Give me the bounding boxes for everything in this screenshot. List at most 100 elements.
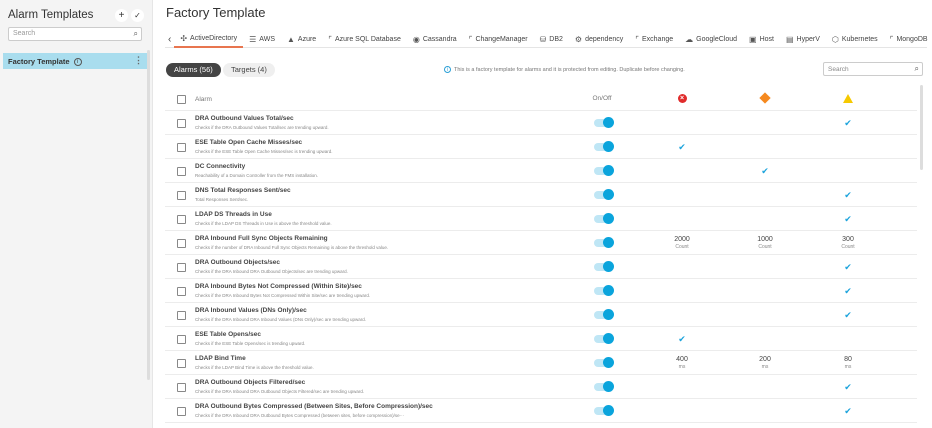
- onoff-toggle[interactable]: [594, 141, 614, 152]
- row-checkbox[interactable]: [177, 311, 186, 320]
- alarm-name[interactable]: DC Connectivity: [195, 163, 246, 170]
- tab-kubernetes[interactable]: ⬡ Kubernetes: [826, 31, 884, 48]
- onoff-toggle[interactable]: [594, 357, 614, 368]
- row-checkbox[interactable]: [177, 143, 186, 152]
- critical-cell[interactable]: ✔: [652, 135, 712, 159]
- alarm-description: Checks if the DRA Inbound DRA Inbound Va…: [195, 317, 367, 322]
- major-cell[interactable]: 200 ms: [735, 351, 795, 375]
- add-template-button[interactable]: +: [115, 9, 128, 22]
- tabs-prev-arrow-icon[interactable]: ‹: [168, 33, 172, 45]
- table-scrollbar[interactable]: [920, 85, 923, 170]
- onoff-cell: [572, 207, 632, 231]
- alarm-name[interactable]: DRA Inbound Bytes Not Compressed (Within…: [195, 283, 362, 290]
- tab-alarms[interactable]: Alarms (56): [166, 63, 221, 77]
- major-cell: [735, 111, 795, 135]
- warning-cell[interactable]: 300 Count: [818, 231, 878, 255]
- tab-activedirectory[interactable]: ✣ ActiveDirectory: [174, 31, 244, 48]
- sidebar-item-factory-template[interactable]: Factory Template i ⋮: [3, 53, 147, 69]
- tab-cassandra[interactable]: ◉ Cassandra: [407, 31, 463, 48]
- tab-targets[interactable]: Targets (4): [223, 63, 275, 77]
- alarm-name[interactable]: DRA Outbound Objects/sec: [195, 259, 280, 266]
- tab-host[interactable]: ▣ Host: [743, 31, 780, 48]
- warning-cell[interactable]: ✔: [818, 183, 878, 207]
- critical-cell[interactable]: ✔: [652, 327, 712, 351]
- tab-label: Cassandra: [422, 35, 457, 43]
- warning-cell[interactable]: ✔: [818, 111, 878, 135]
- row-checkbox[interactable]: [177, 383, 186, 392]
- row-checkbox[interactable]: [177, 239, 186, 248]
- onoff-cell: [572, 327, 632, 351]
- onoff-cell: [572, 351, 632, 375]
- threshold-value: 300: [842, 236, 854, 243]
- onoff-toggle[interactable]: [594, 285, 614, 296]
- tab-exchange[interactable]: ⌜ Exchange: [629, 31, 679, 48]
- alarm-name[interactable]: DRA Inbound Values (DNs Only)/sec: [195, 307, 307, 314]
- onoff-toggle[interactable]: [594, 165, 614, 176]
- alarm-name[interactable]: ESE Table Opens/sec: [195, 331, 261, 338]
- onoff-toggle[interactable]: [594, 189, 614, 200]
- row-checkbox[interactable]: [177, 119, 186, 128]
- warning-icon: [843, 94, 853, 103]
- alarm-name[interactable]: ESE Table Open Cache Misses/sec: [195, 139, 303, 146]
- tab-changemanager[interactable]: ⌜ ChangeManager: [463, 31, 534, 48]
- onoff-toggle[interactable]: [594, 117, 614, 128]
- alarm-name[interactable]: DRA Outbound Bytes Compressed (Between S…: [195, 403, 433, 410]
- alarm-name[interactable]: DNS Total Responses Sent/sec: [195, 187, 291, 194]
- info-icon[interactable]: i: [73, 58, 82, 67]
- sidebar-search-input[interactable]: Search ⌕: [8, 27, 142, 41]
- alarm-description: Checks if the LDAP Bind Time is above th…: [195, 365, 314, 370]
- warning-cell[interactable]: ✔: [818, 399, 878, 423]
- alarm-name[interactable]: DRA Outbound Values Total/sec: [195, 115, 294, 122]
- tab-aws[interactable]: ☰ AWS: [243, 31, 281, 48]
- onoff-toggle[interactable]: [594, 333, 614, 344]
- select-all-checkbox[interactable]: [177, 95, 186, 104]
- alarm-name[interactable]: DRA Inbound Full Sync Objects Remaining: [195, 235, 328, 242]
- onoff-cell: [572, 399, 632, 423]
- onoff-toggle[interactable]: [594, 213, 614, 224]
- info-icon: i: [444, 66, 451, 73]
- tab-azure-sql-database[interactable]: ⌜ Azure SQL Database: [322, 31, 407, 48]
- row-checkbox[interactable]: [177, 335, 186, 344]
- major-cell: [735, 279, 795, 303]
- warning-cell[interactable]: ✔: [818, 375, 878, 399]
- alarm-name[interactable]: LDAP DS Threads in Use: [195, 211, 272, 218]
- critical-cell[interactable]: 400 ms: [652, 351, 712, 375]
- onoff-toggle[interactable]: [594, 381, 614, 392]
- row-checkbox[interactable]: [177, 215, 186, 224]
- alarm-search-input[interactable]: Search ⌕: [823, 62, 923, 76]
- row-checkbox[interactable]: [177, 167, 186, 176]
- alarm-name[interactable]: DRA Outbound Objects Filtered/sec: [195, 379, 306, 386]
- warning-cell: [818, 135, 878, 159]
- warning-cell[interactable]: ✔: [818, 303, 878, 327]
- tab-googlecloud[interactable]: ☁ GoogleCloud: [679, 31, 743, 48]
- warning-cell[interactable]: ✔: [818, 207, 878, 231]
- major-cell[interactable]: 1000 Count: [735, 231, 795, 255]
- onoff-toggle[interactable]: [594, 309, 614, 320]
- critical-cell: [652, 159, 712, 183]
- tab-dependency[interactable]: ⚙ dependency: [569, 31, 629, 48]
- row-checkbox[interactable]: [177, 263, 186, 272]
- onoff-toggle[interactable]: [594, 237, 614, 248]
- row-checkbox[interactable]: [177, 359, 186, 368]
- onoff-cell: [572, 255, 632, 279]
- onoff-toggle[interactable]: [594, 405, 614, 416]
- check-icon: ✔: [844, 190, 852, 200]
- onoff-toggle[interactable]: [594, 261, 614, 272]
- sidebar-scrollbar[interactable]: [147, 50, 150, 380]
- tab-hyperv[interactable]: ▤ HyperV: [780, 31, 826, 48]
- tab-mongodb[interactable]: ⌜ MongoDB: [884, 31, 932, 48]
- critical-cell[interactable]: 2000 Count: [652, 231, 712, 255]
- warning-cell[interactable]: ✔: [818, 279, 878, 303]
- check-icon[interactable]: ✓: [131, 9, 144, 22]
- row-checkbox[interactable]: [177, 407, 186, 416]
- critical-cell: [652, 279, 712, 303]
- tab-azure[interactable]: ▲ Azure: [281, 31, 322, 48]
- kebab-menu-icon[interactable]: ⋮: [134, 55, 143, 65]
- row-checkbox[interactable]: [177, 287, 186, 296]
- major-cell[interactable]: ✔: [735, 159, 795, 183]
- warning-cell[interactable]: ✔: [818, 255, 878, 279]
- alarm-name[interactable]: LDAP Bind Time: [195, 355, 246, 362]
- warning-cell[interactable]: 80 ms: [818, 351, 878, 375]
- tab-db2[interactable]: ⛁ DB2: [534, 31, 569, 48]
- row-checkbox[interactable]: [177, 191, 186, 200]
